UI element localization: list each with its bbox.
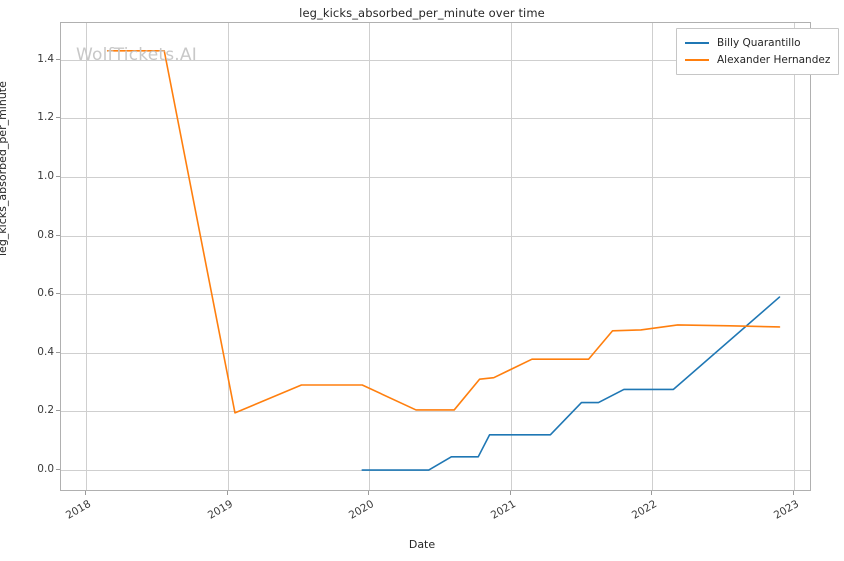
y-tick-label: 0.6 (37, 287, 54, 300)
x-tick-mark (226, 491, 228, 495)
x-tick-mark (368, 491, 370, 495)
legend-label-billy-quarantillo: Billy Quarantillo (717, 36, 801, 49)
gridline-vertical (227, 23, 229, 490)
y-tick-label: 0.4 (37, 345, 54, 358)
legend-item-alexander-hernandez[interactable]: Alexander Hernandez (685, 51, 830, 68)
y-tick-label: 0.8 (37, 228, 54, 241)
y-tick-mark (56, 410, 60, 412)
y-tick-label: 1.2 (37, 111, 54, 124)
gridline-horizontal (61, 176, 810, 178)
gridline-horizontal (61, 352, 810, 354)
y-tick-label: 1.0 (37, 169, 54, 182)
gridline-horizontal (61, 118, 810, 120)
y-tick-mark (56, 234, 60, 236)
x-tick-mark (509, 491, 511, 495)
gridline-vertical (369, 23, 371, 490)
series-line-billy-quarantillo (361, 296, 781, 471)
y-tick-mark (56, 117, 60, 119)
gridline-vertical (652, 23, 654, 490)
gridline-horizontal (61, 235, 810, 237)
x-tick-mark (651, 491, 653, 495)
chart-title: leg_kicks_absorbed_per_minute over time (299, 6, 545, 20)
x-tick-mark (85, 491, 87, 495)
y-tick-mark (56, 293, 60, 295)
y-tick-label: 1.4 (37, 52, 54, 65)
gridline-horizontal (61, 470, 810, 472)
x-axis-label: Date (408, 538, 436, 551)
plot-area (60, 22, 811, 491)
y-tick-mark (56, 351, 60, 353)
x-tick-label: 2022 (630, 498, 660, 522)
y-tick-label: 0.2 (37, 404, 54, 417)
legend-label-alexander-hernandez: Alexander Hernandez (717, 53, 831, 66)
gridline-horizontal (61, 59, 810, 61)
chart-legend: Billy Quarantillo Alexander Hernandez (676, 28, 840, 75)
gridline-vertical (510, 23, 512, 490)
x-tick-label: 2020 (347, 498, 377, 522)
x-tick-label: 2023 (771, 498, 801, 522)
legend-item-billy-quarantillo[interactable]: Billy Quarantillo (685, 34, 830, 51)
y-tick-label: 0.0 (37, 463, 54, 476)
x-tick-label: 2019 (205, 498, 235, 522)
legend-swatch-billy-quarantillo (685, 41, 709, 44)
gridline-horizontal (61, 294, 810, 296)
y-tick-mark (56, 469, 60, 471)
series-line-alexander-hernandez (106, 50, 781, 414)
gridline-vertical (86, 23, 88, 490)
y-tick-mark (56, 58, 60, 60)
series-layer (106, 50, 781, 471)
x-tick-label: 2018 (64, 498, 94, 522)
x-tick-mark (792, 491, 794, 495)
y-tick-mark (56, 175, 60, 177)
gridline-horizontal (61, 411, 810, 413)
gridline-vertical (793, 23, 795, 490)
x-tick-label: 2021 (488, 498, 518, 522)
legend-swatch-alexander-hernandez (685, 58, 709, 61)
